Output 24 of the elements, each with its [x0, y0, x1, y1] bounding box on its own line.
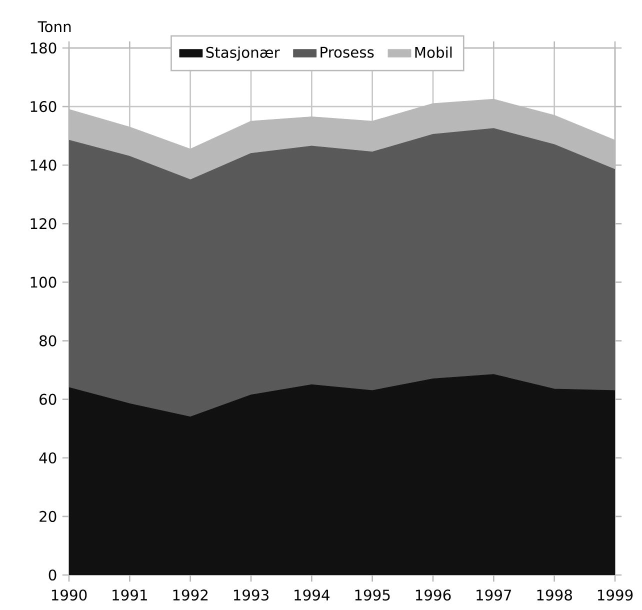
legend-label: Prosess [320, 46, 374, 58]
legend-label: Mobil [415, 46, 452, 58]
x-tick-label: 1999 [598, 590, 633, 601]
y-tick-label: 140 [30, 160, 56, 171]
x-tick-label: 1997 [476, 590, 512, 601]
x-tick-label: 1993 [234, 590, 268, 601]
y-tick-label: 100 [30, 276, 56, 288]
x-tick-label: 1992 [173, 590, 208, 601]
y-tick-label: 0 [48, 569, 56, 581]
y-axis-title: Tonn [38, 21, 71, 32]
x-tick-label: 1996 [416, 590, 451, 601]
y-tick-label: 80 [40, 335, 56, 346]
y-tick-label: 180 [30, 42, 56, 54]
x-tick-label: 1998 [537, 590, 572, 601]
x-tick-label: 1991 [112, 590, 147, 601]
y-tick-label: 120 [30, 218, 56, 230]
y-tick-label: 160 [30, 101, 56, 112]
x-tick-label: 1990 [52, 590, 87, 601]
y-tick-label: 40 [39, 452, 56, 464]
legend-label: Stasjonær [206, 46, 280, 61]
y-tick-label: 20 [40, 510, 56, 522]
y-tick-label: 60 [40, 394, 56, 405]
x-tick-label: 1995 [355, 590, 390, 601]
x-tick-label: 1994 [294, 590, 330, 601]
